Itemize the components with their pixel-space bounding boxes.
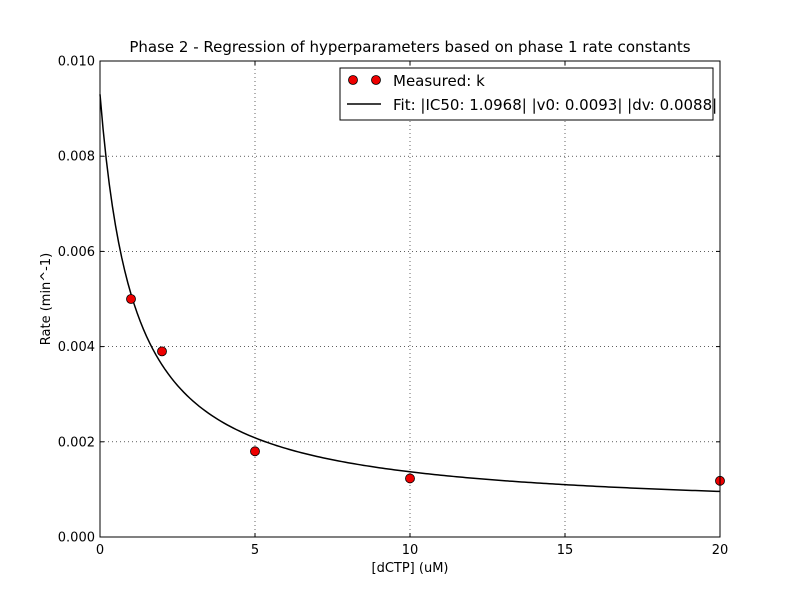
legend-label-fit: Fit: |IC50: 1.0968| |v0: 0.0093| |dv: 0.… [393,96,717,114]
x-tick-label: 20 [712,543,729,558]
y-tick-label: 0.002 [58,435,95,450]
legend-label-measured: Measured: k [393,72,485,90]
y-tick-label: 0.010 [58,55,95,70]
x-axis-label: [dCTP] (uM) [372,561,449,576]
y-tick-label: 0.004 [58,340,95,355]
x-tick-label: 0 [96,543,104,558]
measured-series [126,294,725,486]
measured-point [157,346,167,357]
legend-marker-left [348,75,358,85]
y-tick-label: 0.000 [58,531,95,546]
chart-title: Phase 2 - Regression of hyperparameters … [129,38,690,56]
x-tick-labels: 0 5 10 15 20 [96,543,728,558]
fit-series [99,94,721,493]
y-tick-labels: 0.000 0.002 0.004 0.006 0.008 0.010 [58,55,95,546]
x-tick-label: 15 [557,543,574,558]
measured-point [250,446,260,457]
legend-box [339,67,714,121]
measured-point [126,294,136,304]
y-tick-label: 0.006 [58,245,95,260]
legend: Measured: k Fit: |IC50: 1.0968| |v0: 0.0… [339,67,717,121]
x-tick-label: 5 [251,543,259,558]
x-tick-label: 10 [402,543,419,558]
fit-line [99,94,721,493]
legend-marker-right [371,75,381,85]
y-tick-label: 0.008 [58,150,95,165]
measured-point [405,473,415,484]
y-axis-label: Rate (min^-1) [39,253,54,345]
axis-ticks [99,60,721,538]
